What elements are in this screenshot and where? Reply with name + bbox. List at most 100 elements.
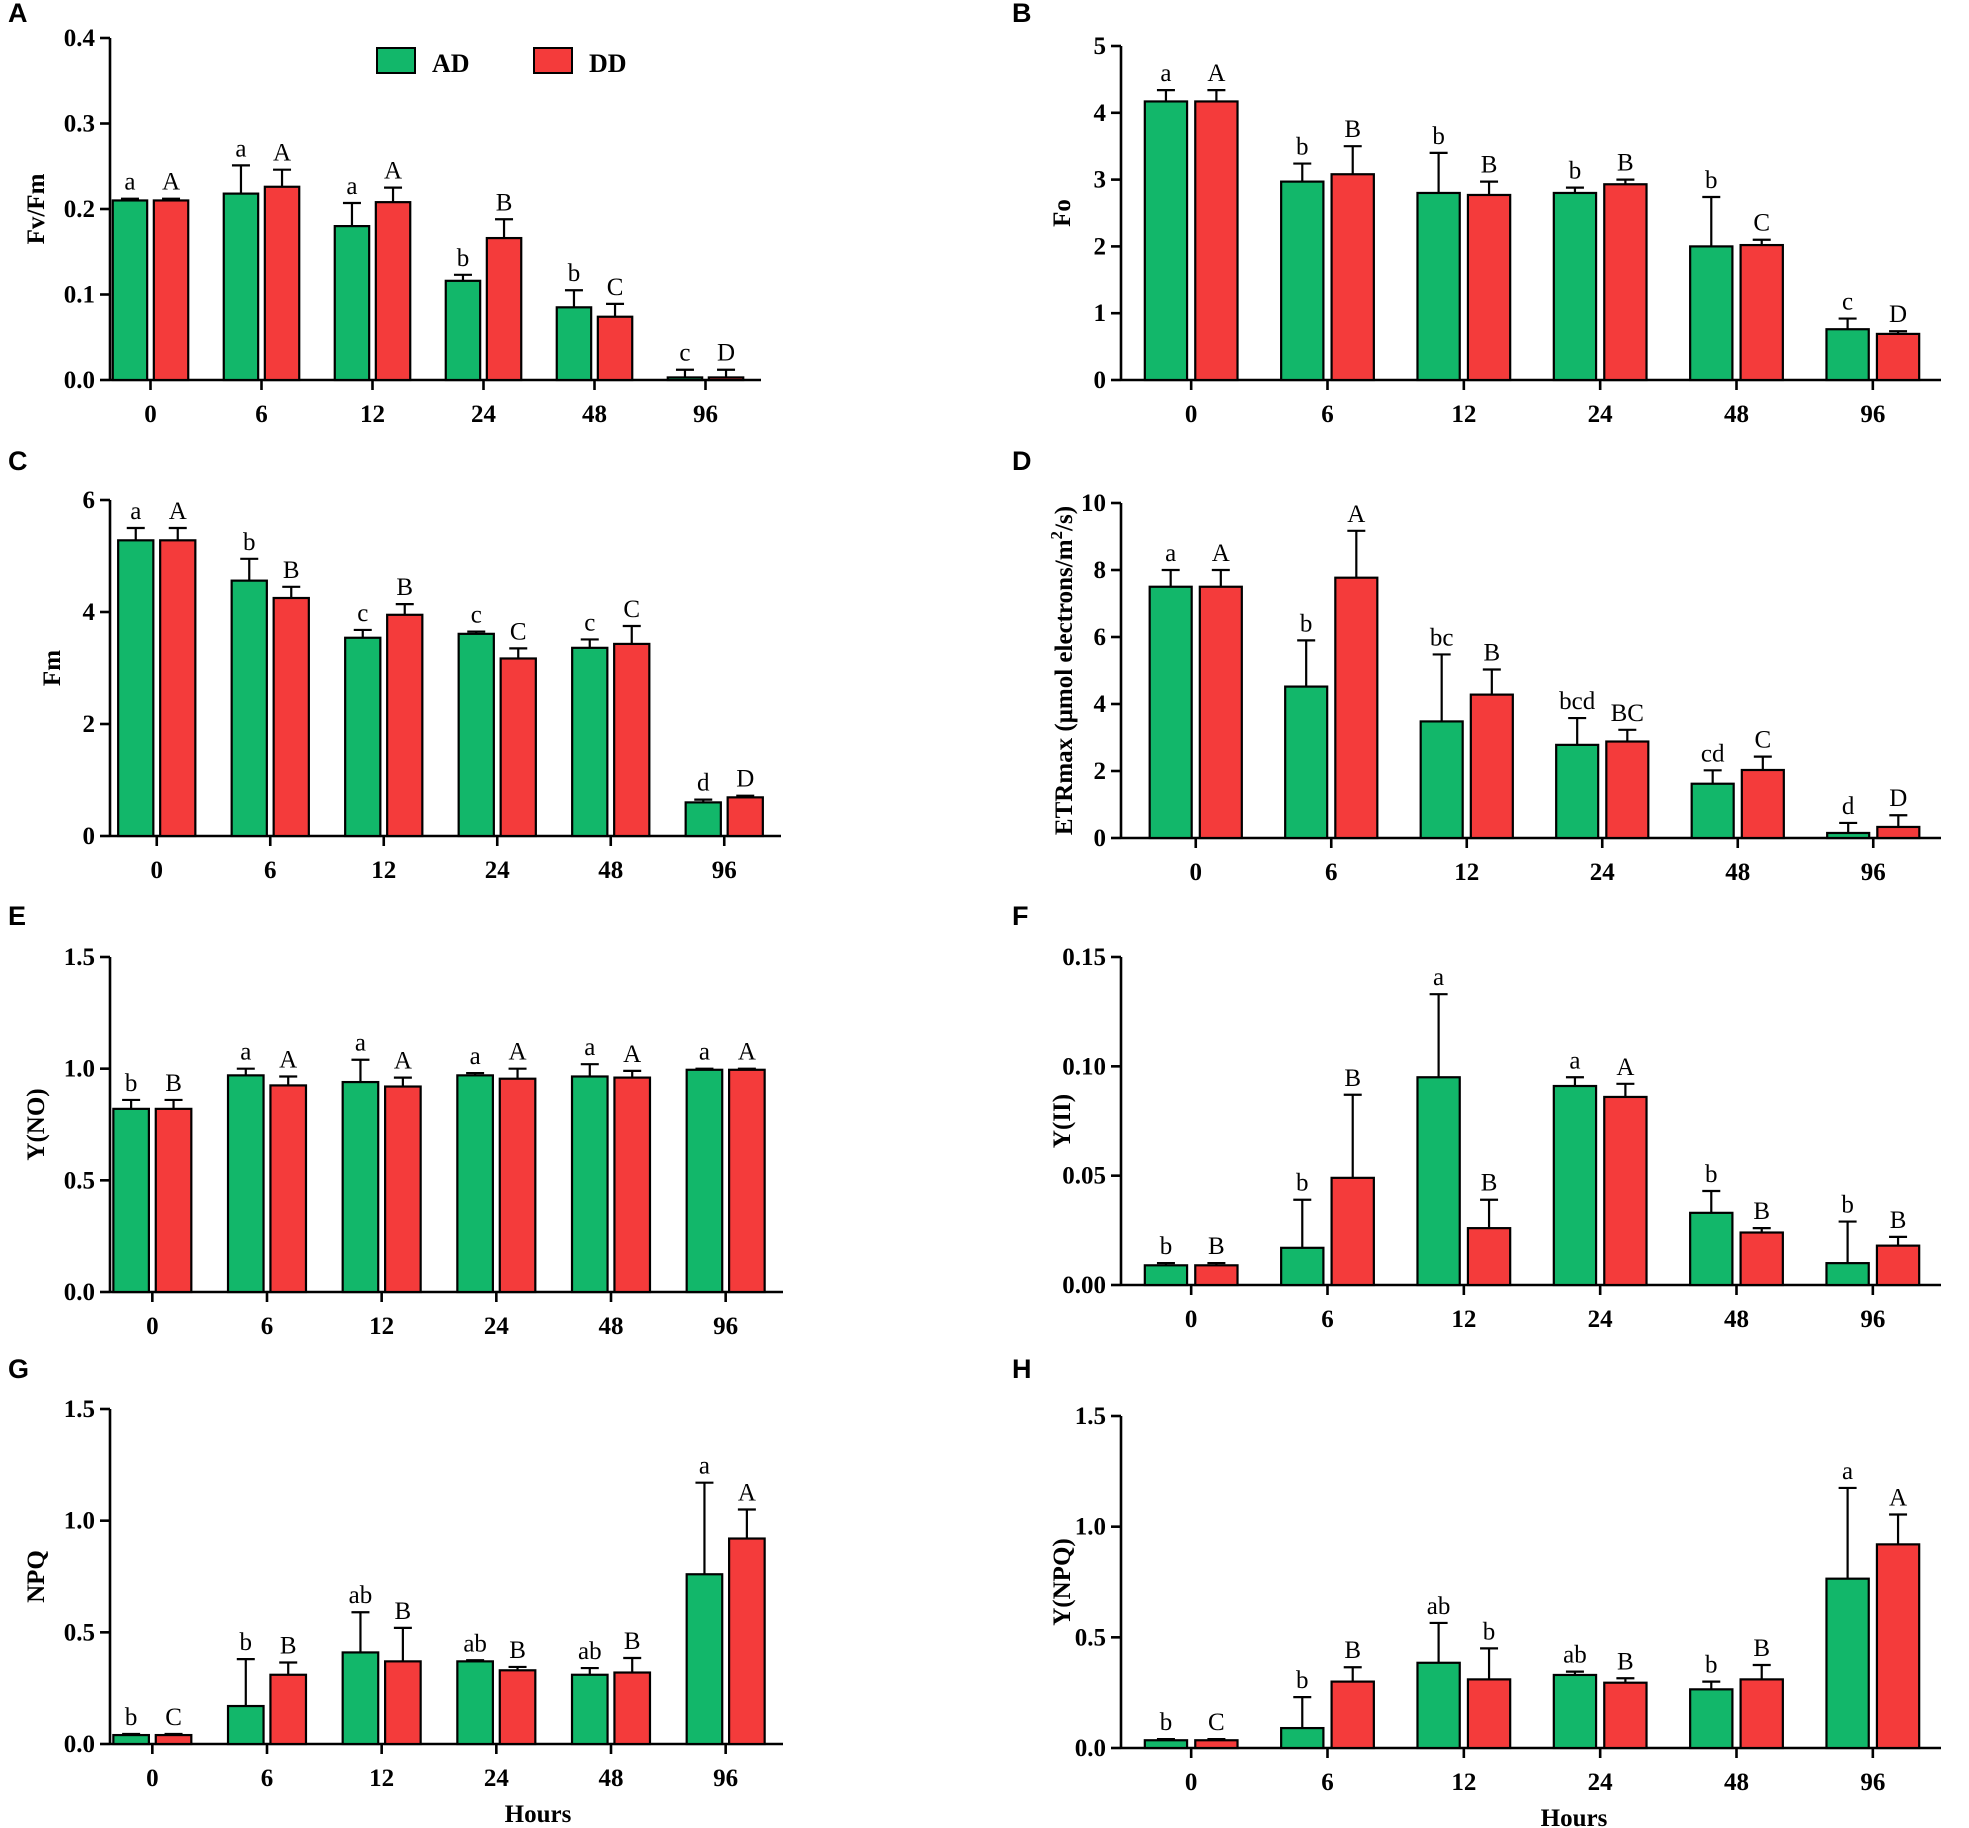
y-tick-label: 0.0	[64, 367, 95, 394]
significance-letter: b	[1296, 1170, 1309, 1197]
x-tick-label: 24	[1590, 859, 1616, 886]
bar-ad-96h	[685, 1573, 724, 1746]
significance-letter: B	[283, 557, 300, 584]
bar-ad-0h	[1143, 1264, 1189, 1287]
significance-letter: bcd	[1559, 688, 1596, 715]
x-tick-label: 96	[1861, 859, 1886, 886]
significance-letter: b	[125, 1070, 138, 1097]
significance-letter: c	[471, 602, 482, 629]
y-tick-label: 0.5	[1075, 1624, 1106, 1651]
bar-ad-48h	[571, 646, 609, 838]
significance-letter: A	[1212, 540, 1230, 567]
significance-letter: A	[1889, 1484, 1907, 1511]
x-tick-label: 12	[371, 857, 396, 884]
bar-dd-6h	[1330, 1176, 1375, 1287]
bar-ad-48h	[1690, 782, 1735, 840]
significance-letter: a	[1165, 540, 1176, 567]
bar-dd-24h	[1603, 1095, 1648, 1287]
y-tick-label: 0.5	[64, 1619, 95, 1646]
significance-letter: b	[1432, 123, 1445, 150]
x-tick-label: 0	[146, 1313, 159, 1340]
bar-ad-24h	[1552, 1084, 1598, 1287]
significance-letter: b	[1300, 610, 1313, 637]
y-axis-label: NPQ	[23, 1550, 50, 1603]
significance-letter: A	[162, 169, 180, 196]
bar-dd-6h	[263, 185, 301, 382]
x-tick-label: 6	[1325, 859, 1338, 886]
significance-letter: b	[243, 529, 256, 556]
bar-dd-96h	[707, 376, 745, 382]
y-tick-label: 0.05	[1062, 1163, 1106, 1190]
significance-letter: a	[355, 1030, 366, 1057]
significance-letter: A	[738, 1480, 756, 1507]
bar-dd-24h	[1605, 740, 1650, 840]
x-tick-label: 6	[255, 401, 268, 428]
bar-dd-6h	[1330, 173, 1375, 382]
significance-letter: B	[1208, 1233, 1225, 1260]
x-tick-label: 24	[1588, 1769, 1614, 1796]
significance-letter: b	[1569, 158, 1582, 185]
significance-letter: A	[738, 1039, 756, 1066]
significance-letter: B	[496, 189, 513, 216]
x-tick-label: 96	[713, 1765, 738, 1792]
y-axis-label: Y(II)	[1049, 1094, 1076, 1148]
panel-letter: E	[8, 901, 26, 931]
x-tick-label: 0	[1185, 401, 1198, 428]
bar-ad-12h	[344, 636, 382, 838]
significance-letter: b	[1705, 167, 1718, 194]
y-tick-label: 0.00	[1062, 1272, 1106, 1299]
bar-dd-0h	[154, 1107, 193, 1294]
x-tick-label: 0	[146, 1765, 159, 1792]
bar-ad-96h	[666, 376, 704, 382]
significance-letter: C	[1753, 210, 1770, 237]
x-tick-label: 0	[1190, 859, 1203, 886]
significance-letter: B	[1890, 1207, 1907, 1234]
bar-ad-48h	[1689, 1211, 1734, 1287]
bar-dd-96h	[1875, 1244, 1921, 1287]
significance-letter: a	[1569, 1047, 1580, 1074]
bar-ad-24h	[457, 632, 495, 838]
significance-letter: D	[717, 340, 735, 367]
y-tick-label: 1	[1094, 300, 1107, 327]
significance-letter: B	[396, 574, 413, 601]
bar-ad-6h	[226, 1074, 265, 1294]
x-tick-label: 6	[264, 857, 277, 884]
x-tick-label: 96	[1860, 1306, 1885, 1333]
significance-letter: BC	[1611, 700, 1644, 727]
significance-letter: b	[240, 1629, 253, 1656]
significance-letter: b	[1841, 1192, 1854, 1219]
bar-dd-12h	[374, 201, 412, 382]
bar-dd-24h	[1603, 1681, 1648, 1750]
significance-letter: b	[1160, 1233, 1173, 1260]
significance-letter: A	[509, 1039, 527, 1066]
bar-dd-48h	[1740, 768, 1785, 840]
bar-ad-0h	[1143, 1739, 1189, 1750]
x-tick-label: 24	[1588, 1306, 1614, 1333]
significance-letter: c	[679, 340, 690, 367]
significance-letter: C	[623, 596, 640, 623]
bar-dd-12h	[1469, 693, 1514, 840]
y-tick-label: 0	[1094, 367, 1107, 394]
significance-letter: B	[1481, 152, 1498, 179]
bar-ad-12h	[1416, 1076, 1461, 1287]
legend-label-ad: AD	[432, 49, 470, 78]
significance-letter: a	[346, 173, 357, 200]
bar-dd-6h	[1334, 576, 1379, 840]
significance-letter: b	[457, 245, 470, 272]
panel-letter: C	[8, 446, 28, 476]
bar-dd-0h	[1198, 585, 1243, 840]
x-tick-label: 12	[369, 1313, 394, 1340]
y-axis-label: Fv/Fm	[23, 173, 50, 244]
bar-dd-0h	[1194, 1264, 1239, 1287]
significance-letter: B	[395, 1598, 412, 1625]
bar-dd-48h	[1739, 1678, 1784, 1750]
x-tick-label: 48	[599, 1765, 624, 1792]
y-tick-label: 2	[1094, 233, 1107, 260]
significance-letter: ab	[1427, 1593, 1451, 1620]
significance-letter: b	[1705, 1652, 1718, 1679]
bar-dd-6h	[1330, 1680, 1375, 1750]
panel-letter: G	[8, 1354, 29, 1384]
